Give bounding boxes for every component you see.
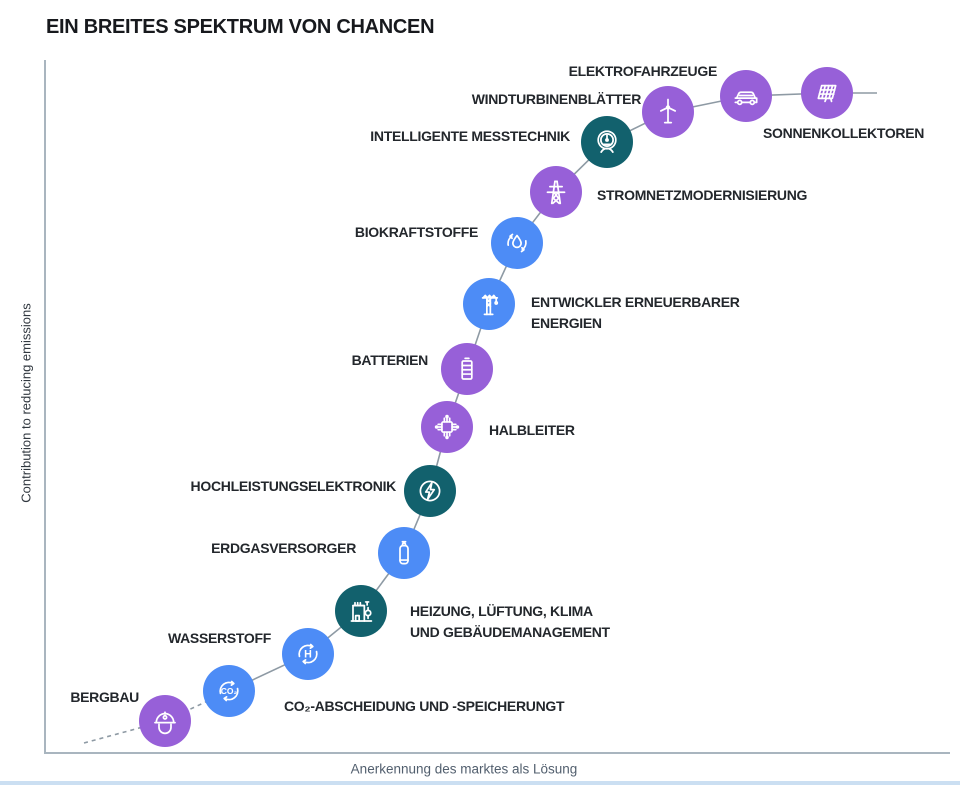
co2-cycle-icon: CO₂ <box>213 675 245 707</box>
crane-icon <box>473 288 505 320</box>
gas-cylinder-icon <box>388 537 420 569</box>
battery-icon <box>451 353 483 385</box>
solar-panel-icon <box>811 77 843 109</box>
building-hvac-icon <box>345 595 377 627</box>
node-stromnetzmodernisierung <box>530 166 582 218</box>
item-label-windturbinenblaetter: WINDTURBINENBLÄTTER <box>471 90 642 107</box>
power-electronics-icon <box>414 475 446 507</box>
node-erdgasversorger <box>378 527 430 579</box>
mining-helmet-icon <box>149 705 181 737</box>
node-intelligente-messtechnik <box>581 116 633 168</box>
x-axis-line <box>44 752 950 754</box>
node-elektrofahrzeuge <box>720 70 772 122</box>
item-label-hochleistungselektronik: HOCHLEISTUNGSELEKTRONIK <box>190 477 397 494</box>
biofuel-droplet-icon <box>501 227 533 259</box>
node-heizung-klima <box>335 585 387 637</box>
item-label-biokraftstoffe: BIOKRAFTSTOFFE <box>354 223 478 240</box>
node-windturbinenblaetter <box>642 86 694 138</box>
item-label-halbleiter: HALBLEITER <box>489 421 575 438</box>
wind-turbine-icon <box>652 96 684 128</box>
node-biokraftstoffe <box>491 217 543 269</box>
item-label-erdgasversorger: ERDGASVERSORGER <box>211 539 356 556</box>
semiconductor-chip-icon <box>431 411 463 443</box>
node-sonnenkollektoren <box>801 67 853 119</box>
node-halbleiter <box>421 401 473 453</box>
item-label-heizung-klima: HEIZUNG, LÜFTUNG, KLIMA UND GEBÄUDEMANAGE… <box>410 602 610 640</box>
item-label-intelligente-messtechnik: INTELLIGENTE MESSTECHNIK <box>370 127 570 144</box>
node-wasserstoff: H <box>282 628 334 680</box>
svg-text:H: H <box>304 649 312 661</box>
item-label-co2-abscheidung: CO₂-ABSCHEIDUNG UND -SPEICHERUNGT <box>284 697 565 714</box>
transmission-tower-icon <box>540 176 572 208</box>
bottom-accent-strip <box>0 781 960 785</box>
electric-car-icon <box>730 80 762 112</box>
item-label-batterien: BATTERIEN <box>351 351 429 368</box>
y-axis-line <box>44 60 46 754</box>
node-entwickler-erneuerbarer <box>463 278 515 330</box>
svg-text:CO₂: CO₂ <box>221 686 238 696</box>
item-label-sonnenkollektoren: SONNENKOLLEKTOREN <box>763 124 925 141</box>
x-axis-label: Anerkennung des marktes als Lösung <box>350 761 578 777</box>
item-label-stromnetzmodernisierung: STROMNETZMODERNISIERUNG <box>597 186 808 203</box>
hydrogen-cycle-icon: H <box>292 638 324 670</box>
smart-meter-icon <box>591 126 623 158</box>
node-hochleistungselektronik <box>404 465 456 517</box>
item-label-entwickler-erneuerbarer: ENTWICKLER ERNEUERBARER ENERGIEN <box>531 293 740 331</box>
node-co2-abscheidung: CO₂ <box>203 665 255 717</box>
item-label-elektrofahrzeuge: ELEKTROFAHRZEUGE <box>568 62 718 79</box>
node-batterien <box>441 343 493 395</box>
node-bergbau <box>139 695 191 747</box>
item-label-wasserstoff: WASSERSTOFF <box>167 629 271 646</box>
page-title: EIN BREITES SPEKTRUM VON CHANCEN <box>46 16 435 38</box>
item-label-bergbau: BERGBAU <box>70 688 139 705</box>
